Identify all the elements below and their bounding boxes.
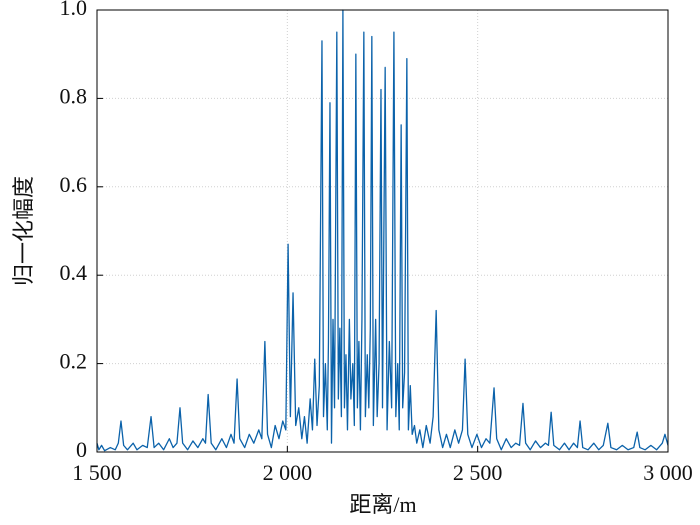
- x-tick-label: 3 000: [643, 460, 693, 485]
- y-tick-label: 0.4: [60, 260, 88, 285]
- data-line: [96, 9, 669, 452]
- x-tick-label: 1 500: [72, 460, 122, 485]
- y-tick-label: 0.2: [60, 349, 88, 374]
- y-tick-label: 0: [76, 437, 87, 462]
- y-tick-label: 0.6: [60, 172, 88, 197]
- x-tick-label: 2 000: [263, 460, 313, 485]
- y-axis-label: 归一化幅度: [11, 176, 36, 286]
- y-tick-label: 0.8: [60, 83, 88, 108]
- x-tick-label: 2 500: [453, 460, 503, 485]
- y-tick-label: 1.0: [60, 0, 88, 20]
- x-axis-label: 距离/m: [349, 492, 416, 517]
- plot-frame: [96, 9, 669, 453]
